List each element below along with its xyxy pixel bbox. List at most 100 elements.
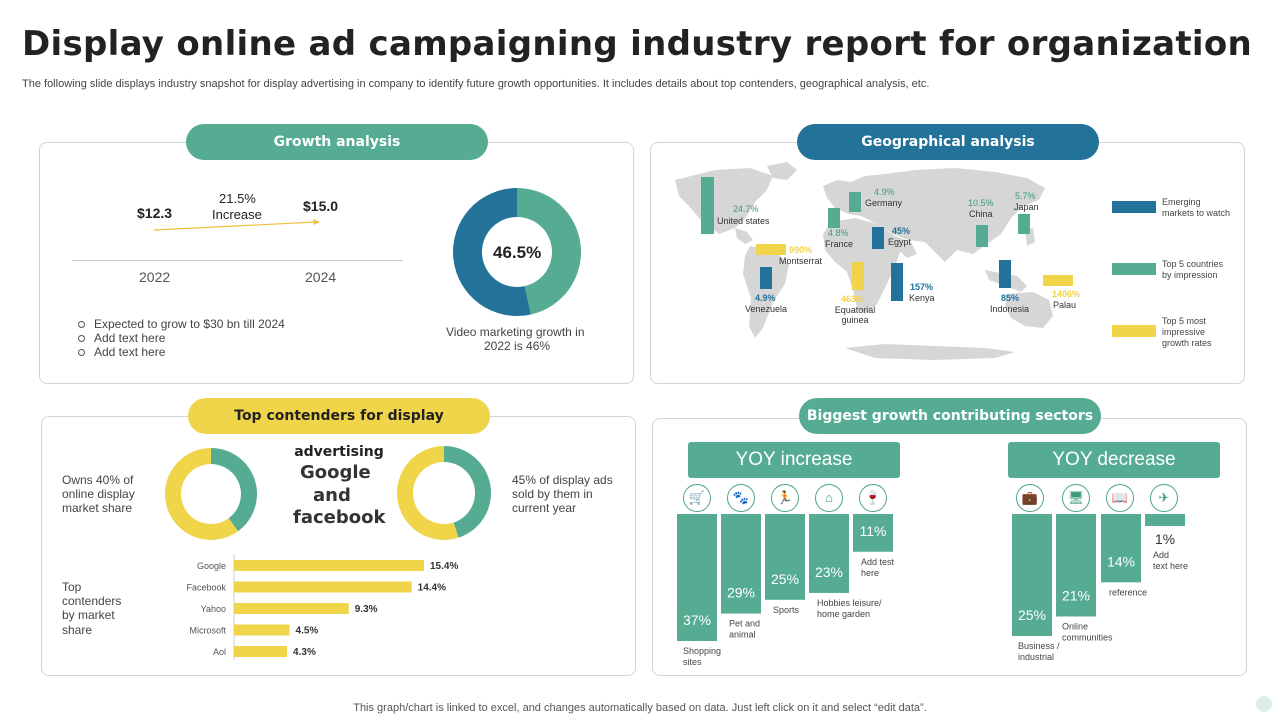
map-value: 24.7% — [733, 204, 759, 214]
video-growth-caption: 2022 is 46% — [484, 339, 551, 353]
legend-label: by impression — [1162, 270, 1218, 280]
marker-montserrat — [756, 244, 786, 255]
donut-slice-sold — [444, 446, 491, 538]
market-share-donut — [165, 448, 257, 540]
sector-value-label: 1% — [1155, 531, 1175, 547]
donut-slice-other — [453, 188, 531, 316]
yoy-increase-header: YOY increase — [688, 442, 900, 478]
legend-label: Top 5 countries — [1162, 259, 1224, 269]
marker-venezuela — [760, 267, 772, 289]
legend-label: Top 5 most — [1162, 316, 1207, 326]
sector-name-label: Hobbies leisure/ — [817, 598, 882, 608]
map-country: Japan — [1014, 202, 1039, 212]
bullet-icon — [78, 335, 85, 343]
map-country: Venezuela — [745, 304, 788, 314]
contenders-right-text: sold by them in — [512, 487, 593, 501]
map-value: 85% — [1001, 293, 1020, 303]
legend-swatch-growth — [1112, 325, 1156, 337]
marker-china — [976, 225, 988, 247]
contenders-right-text: 45% of display ads — [512, 473, 613, 487]
map-country: Palau — [1053, 300, 1077, 310]
donut-slice-growth — [517, 188, 581, 315]
map-country: Indonesia — [990, 304, 1030, 314]
map-value: 990% — [789, 245, 813, 255]
video-growth-donut — [453, 188, 581, 316]
sector-bar — [809, 514, 849, 593]
sectors-pill: Biggest growth contributing sectors — [799, 398, 1101, 434]
sector-name-label: Shopping — [683, 646, 721, 656]
glass-icon: 🍷 — [859, 484, 887, 512]
monitor-icon: 🖥 — [1062, 484, 1090, 512]
legend-label: growth rates — [1162, 338, 1212, 348]
geo-pill: Geographical analysis — [797, 124, 1099, 160]
contenders-panel — [41, 416, 636, 676]
cart-icon: 🛒 — [683, 484, 711, 512]
bar — [234, 560, 424, 571]
map-country: China — [969, 209, 993, 219]
sector-name-label: text here — [1153, 561, 1188, 571]
bar-value-label: 4.3% — [293, 647, 316, 658]
growth-bullet: Expected to grow to $30 bn till 2024 — [78, 317, 285, 331]
growth-end-value: $15.0 — [303, 198, 339, 214]
map-country: United states — [717, 216, 770, 226]
bar-category-label: Facebook — [186, 583, 226, 593]
sector-bar — [721, 514, 761, 614]
map-value: 463% — [841, 294, 865, 304]
bar — [234, 624, 290, 636]
sector-bar — [1145, 514, 1185, 526]
growth-arrow — [153, 219, 320, 231]
growth-axis-line — [72, 260, 403, 261]
sector-name-label: Sports — [773, 605, 800, 615]
sector-value-label: 23% — [815, 564, 843, 580]
growth-change-pct: 21.5% — [219, 191, 256, 206]
contenders-bar-chart: Google 15.4% Facebook 14.4% Yahoo 9.3% Microso… — [186, 554, 458, 660]
sector-name-label: home garden — [817, 609, 870, 619]
map-value: 10.5% — [968, 198, 994, 208]
donut-slice-rest — [396, 446, 459, 540]
map-value: 4.9% — [755, 293, 776, 303]
sector-value-label: 25% — [1018, 607, 1046, 623]
yoy-decrease-chart: 25% Business /industrial 21% Onlinecommunit… — [1012, 514, 1188, 662]
sector-bar — [765, 514, 805, 600]
growth-year-start: 2022 — [139, 269, 171, 285]
contenders-center-text: Google — [300, 462, 371, 483]
bar-side-label: by market — [62, 608, 115, 622]
sector-name-label: communities — [1062, 632, 1113, 642]
contenders-left-text: online display — [62, 487, 135, 501]
bar-value-label: 9.3% — [355, 604, 378, 615]
map-value: 1406% — [1052, 289, 1081, 299]
map-country: Egypt — [888, 237, 912, 247]
sector-name-label: sites — [683, 657, 702, 667]
bar-value-label: 15.4% — [430, 561, 458, 572]
ads-sold-donut — [396, 446, 491, 540]
marker-kenya — [891, 263, 903, 301]
yoy-decrease-header: YOY decrease — [1008, 442, 1220, 478]
sector-name-label: Business / — [1018, 641, 1060, 651]
marker-palau — [1043, 275, 1073, 286]
growth-year-end: 2024 — [305, 269, 337, 285]
bar-category-label: Microsoft — [189, 626, 226, 636]
map-country: Kenya — [909, 293, 935, 303]
contenders-center-text: and — [313, 485, 351, 506]
sector-bar — [677, 514, 717, 641]
growth-change-label: Increase — [212, 207, 262, 222]
sector-value-label: 21% — [1062, 587, 1090, 603]
contenders-right-text: current year — [512, 501, 577, 515]
marker-japan — [1018, 214, 1030, 234]
footer-note: This graph/chart is linked to excel, and… — [353, 702, 927, 714]
bar-value-label: 4.5% — [296, 626, 319, 637]
marker-united-states — [701, 177, 714, 234]
bar-value-label: 14.4% — [418, 583, 446, 594]
bullet-icon — [78, 349, 85, 357]
contenders-pill: Top contenders for display advertising — [188, 398, 490, 460]
map-country: Montserrat — [779, 256, 823, 266]
runner-icon: 🏃 — [771, 484, 799, 512]
sector-bar — [853, 514, 893, 552]
bar-side-label: contenders — [62, 594, 122, 608]
sector-name-label: Add test — [861, 557, 895, 567]
growth-bullet: Add text here — [78, 345, 165, 359]
sector-value-label: 37% — [683, 612, 711, 628]
map-value: 4.9% — [874, 187, 895, 197]
growth-bullet: Add text here — [78, 331, 165, 345]
